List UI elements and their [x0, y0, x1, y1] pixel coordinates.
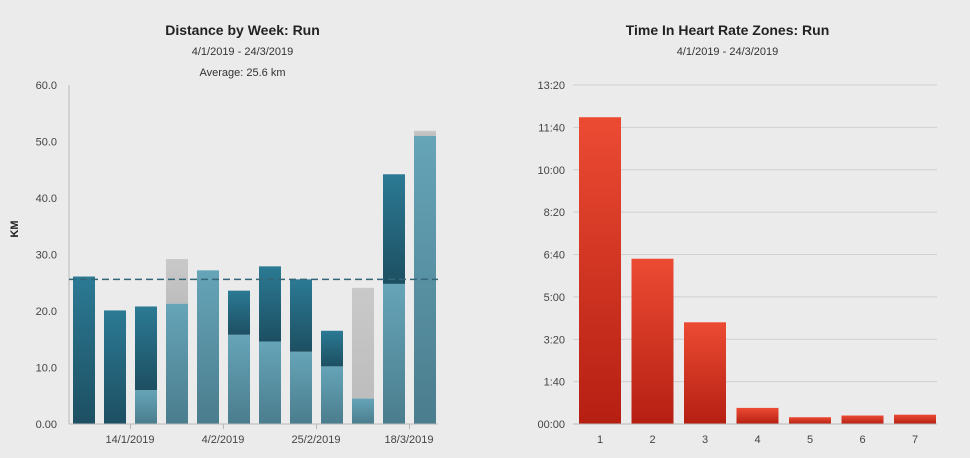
- hr-zone-bar[interactable]: [789, 417, 831, 424]
- distance-chart: 0.00 10.0 20.0 30.0 40.0 50.0 60.0 14/1/2019 4/…: [9, 80, 438, 446]
- hr-zones-y-tick-label: 8:20: [544, 207, 565, 219]
- distance-chart-average-label: Average: 25.6 km: [199, 67, 286, 79]
- hr-zones-x-tick-label: 5: [807, 434, 813, 446]
- distance-y-axis-label: KM: [9, 220, 21, 237]
- distance-bar-dark[interactable]: [135, 306, 157, 391]
- distance-y-tick-label: 60.0: [36, 80, 57, 92]
- distance-y-tick-label: 40.0: [36, 193, 57, 205]
- hr-zones-y-tick-label: 10:00: [537, 165, 565, 177]
- hr-zone-bar[interactable]: [736, 407, 779, 424]
- distance-x-tick-label: 25/2/2019: [292, 434, 341, 446]
- distance-x-tick-label: 18/3/2019: [385, 434, 434, 446]
- hr-zones-x-tick-label: 4: [754, 434, 760, 446]
- distance-x-tick-label: 4/2/2019: [202, 434, 245, 446]
- distance-bar-dark[interactable]: [259, 266, 281, 342]
- hr-zones-y-tick-label: 00:00: [537, 419, 565, 431]
- hr-zones-x-tick-label: 3: [702, 434, 708, 446]
- hr-zone-bar[interactable]: [894, 414, 936, 424]
- hr-zones-y-tick-label: 13:20: [537, 80, 565, 92]
- distance-bar-light[interactable]: [383, 283, 405, 424]
- distance-bar-light[interactable]: [259, 341, 281, 424]
- distance-bar-planned[interactable]: [414, 130, 436, 136]
- hr-zone-bar[interactable]: [631, 258, 674, 424]
- distance-bar-dark[interactable]: [228, 290, 250, 335]
- distance-bar-light[interactable]: [166, 303, 188, 424]
- distance-bar-light[interactable]: [352, 398, 374, 424]
- hr-zones-y-tick-label: 3:20: [544, 334, 565, 346]
- distance-y-tick-label: 50.0: [36, 137, 57, 149]
- hr-zones-x-tick-label: 6: [859, 434, 865, 446]
- hr-zones-chart-panel: Time In Heart Rate Zones: Run 4/1/2019 -…: [485, 0, 970, 458]
- distance-bar-light[interactable]: [135, 390, 157, 424]
- hr-zones-y-tick-label: 11:40: [538, 122, 565, 134]
- distance-bar-planned[interactable]: [352, 287, 374, 399]
- hr-zones-x-tick-label: 1: [597, 434, 603, 446]
- hr-zones-y-tick-label: 6:40: [544, 250, 565, 262]
- distance-bar-dark[interactable]: [104, 310, 126, 424]
- distance-bar-planned[interactable]: [166, 259, 188, 304]
- distance-y-tick-label: 10.0: [36, 363, 57, 375]
- distance-y-tick-label: 0.00: [36, 419, 57, 431]
- hr-zones-y-tick-label: 1:40: [544, 377, 565, 389]
- distance-y-tick-label: 30.0: [36, 250, 57, 262]
- distance-bar-dark[interactable]: [383, 174, 405, 284]
- hr-zone-bar[interactable]: [579, 117, 621, 424]
- distance-bar-light[interactable]: [197, 270, 219, 424]
- hr-zone-bar[interactable]: [684, 322, 726, 424]
- distance-chart-panel: Distance by Week: Run 4/1/2019 - 24/3/20…: [9, 22, 438, 446]
- distance-chart-title: Distance by Week: Run: [165, 22, 320, 38]
- distance-chart-date-range: 4/1/2019 - 24/3/2019: [191, 46, 294, 58]
- hr-zones-y-tick-label: 5:00: [544, 292, 565, 304]
- distance-x-tick-label: 14/1/2019: [106, 434, 155, 446]
- hr-zones-chart-date-range: 4/1/2019 - 24/3/2019: [676, 46, 779, 58]
- distance-bar-dark[interactable]: [73, 276, 95, 424]
- distance-bar-light[interactable]: [228, 334, 250, 424]
- hr-zones-x-tick-label: 2: [649, 434, 655, 446]
- distance-bar-light[interactable]: [290, 351, 312, 424]
- distance-bar-dark[interactable]: [290, 279, 312, 352]
- distance-bar-light[interactable]: [321, 366, 343, 424]
- hr-zones-x-tick-label: 7: [912, 434, 918, 446]
- hr-zones-chart: 00:00 1:40 3:20 5:00 6:40 8:20 10:00 11:40 13:20…: [537, 80, 937, 446]
- hr-zones-chart-title: Time In Heart Rate Zones: Run: [625, 22, 830, 38]
- distance-y-tick-label: 20.0: [36, 306, 57, 318]
- hr-zone-bar[interactable]: [841, 415, 884, 424]
- distance-bar-dark[interactable]: [321, 330, 343, 367]
